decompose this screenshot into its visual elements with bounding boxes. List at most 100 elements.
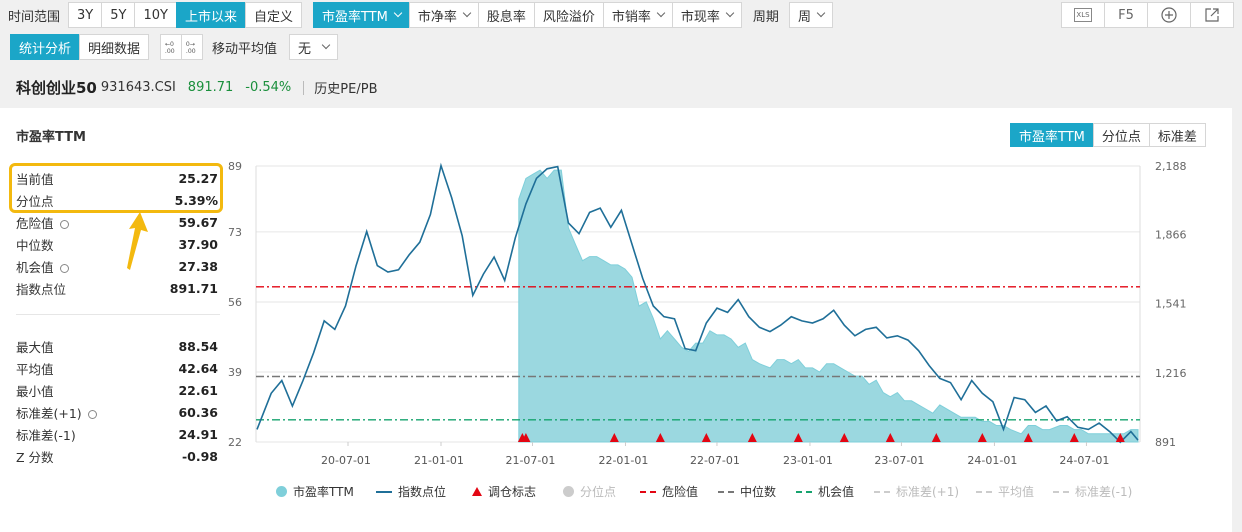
legend-pe-ttm[interactable]: 市盈率TTM [276, 483, 354, 500]
legend-rebalance[interactable]: 调仓标志 [472, 483, 536, 500]
range-since-listing-button[interactable]: 上市以来 [175, 2, 246, 28]
right-tick-label: 1,866 [1155, 229, 1187, 242]
stat-label: 当前值 [16, 171, 54, 187]
plus-circle-icon [1161, 7, 1177, 23]
stat-label: 标准差(-1) [16, 427, 76, 443]
range-5y-button[interactable]: 5Y [101, 2, 136, 28]
highlight-box [9, 163, 223, 213]
rebalance-marker [747, 433, 757, 442]
metric-dividend-button[interactable]: 股息率 [477, 2, 535, 28]
open-external-button[interactable] [1190, 2, 1234, 28]
legend-label: 分位点 [580, 485, 617, 499]
stat-median: 中位数 37.90 [16, 233, 218, 255]
chart-tab-stddev[interactable]: 标准差 [1148, 123, 1206, 147]
highlight-arrow-icon [127, 212, 148, 270]
rebalance-marker [1115, 433, 1125, 442]
stat-min: 最小值 22.61 [16, 379, 218, 401]
x-tick-label: 20-07-01 [321, 454, 371, 467]
decimal-increase-icon: ←0.00 [165, 41, 175, 55]
metric-ps-dropdown[interactable]: 市销率 [602, 2, 673, 28]
index-price: 891.71 [187, 80, 234, 95]
pe-chart[interactable]: 89 73 56 39 22 2,188 1,866 1,541 1,216 891 20-07-0… [0, 108, 1232, 478]
triangle-icon [472, 487, 482, 496]
legend-label: 标准差(-1) [1075, 485, 1133, 499]
rebalance-marker [1069, 433, 1079, 442]
legend-line-icon [376, 490, 392, 493]
chevron-down-icon [725, 8, 735, 18]
period-value: 周 [797, 9, 811, 25]
stat-label: 危险值 [16, 215, 54, 231]
stat-std-minus: 标准差(-1) 24.91 [16, 423, 218, 445]
svg-text:.00: .00 [186, 48, 196, 55]
toolbar-row-1: 时间范围 3Y 5Y 10Y 上市以来 自定义 市盈率TTM 市净率 股息率 风… [0, 2, 833, 28]
legend-label: 危险值 [662, 485, 699, 499]
decimal-increase-button[interactable]: ←0.00 [160, 34, 183, 60]
metric-pcf-label: 市现率 [680, 9, 720, 25]
legend-dot-icon [563, 486, 574, 497]
chevron-down-icon [393, 8, 403, 18]
x-tick-label: 21-01-01 [414, 454, 464, 467]
legend-opportunity[interactable]: 机会值 [796, 483, 854, 500]
tab-stats-analysis[interactable]: 统计分析 [10, 34, 81, 60]
add-button[interactable] [1147, 2, 1191, 28]
rebalance-marker [885, 433, 895, 442]
rebalance-marker [521, 433, 531, 442]
metric-pb-dropdown[interactable]: 市净率 [408, 2, 479, 28]
legend-dot-icon [276, 486, 287, 497]
decimal-decrease-button[interactable]: 0→ .00 [181, 34, 204, 60]
range-10y-button[interactable]: 10Y [134, 2, 177, 28]
xls-icon: XLS [1074, 8, 1092, 22]
range-custom-button[interactable]: 自定义 [244, 2, 302, 28]
legend-std-minus[interactable]: 标准差(-1) [1053, 483, 1132, 500]
legend-danger[interactable]: 危险值 [640, 483, 698, 500]
decimal-decrease-icon: 0→.00 [186, 41, 196, 55]
left-tick-label: 73 [228, 226, 242, 239]
legend-label: 市盈率TTM [293, 485, 354, 499]
ma-dropdown[interactable]: 无 [289, 34, 339, 60]
period-dropdown[interactable]: 周 [788, 2, 833, 28]
range-3y-button[interactable]: 3Y [68, 2, 103, 28]
stat-value: 25.27 [178, 170, 218, 186]
stat-value: -0.98 [181, 448, 218, 464]
stat-value: 22.61 [178, 382, 218, 398]
gear-icon[interactable] [87, 409, 97, 419]
stat-value: 42.64 [178, 360, 218, 376]
chart-tab-pe-ttm[interactable]: 市盈率TTM [1010, 123, 1094, 147]
right-tick-label: 891 [1155, 436, 1176, 449]
svg-text:.00: .00 [165, 48, 175, 55]
legend-label: 调仓标志 [488, 485, 537, 499]
legend-line-icon [874, 490, 890, 493]
right-tick-label: 1,216 [1155, 367, 1187, 380]
gear-icon[interactable] [59, 263, 69, 273]
legend-index-point[interactable]: 指数点位 [376, 483, 446, 500]
period-label: 周期 [752, 9, 779, 25]
legend-line-icon [640, 490, 656, 493]
metric-pcf-dropdown[interactable]: 市现率 [671, 2, 742, 28]
stat-opportunity: 机会值 27.38 [16, 255, 218, 277]
legend-label: 机会值 [818, 485, 855, 499]
stat-index-point: 指数点位 891.71 [16, 277, 218, 299]
rebalance-marker [655, 433, 665, 442]
gear-icon[interactable] [59, 219, 69, 229]
rebalance-marker [977, 433, 987, 442]
index-point-line [256, 162, 1139, 444]
divider [303, 80, 305, 95]
history-pe-pb-link[interactable]: 历史PE/PB [314, 82, 378, 97]
chevron-down-icon [321, 40, 331, 50]
stat-danger: 危险值 59.67 [16, 211, 218, 233]
metric-risk-premium-button[interactable]: 风险溢价 [533, 2, 604, 28]
rebalance-marker [931, 433, 941, 442]
metric-pb-label: 市净率 [417, 9, 457, 25]
legend-median[interactable]: 中位数 [718, 483, 776, 500]
metric-pe-ttm-dropdown[interactable]: 市盈率TTM [312, 2, 410, 28]
index-header: 科创创业50 931643.CSI 891.71 -0.54% 历史PE/PB [16, 77, 378, 98]
tab-detail-data[interactable]: 明细数据 [79, 34, 150, 60]
legend-mean[interactable]: 平均值 [976, 483, 1034, 500]
legend-std-plus[interactable]: 标准差(+1) [874, 483, 959, 500]
f5-refresh-button[interactable]: F5 [1104, 2, 1148, 28]
x-tick-label: 23-07-01 [874, 454, 924, 467]
legend-percentile[interactable]: 分位点 [563, 483, 616, 500]
export-xls-button[interactable]: XLS [1061, 2, 1105, 28]
stat-label: 指数点位 [16, 281, 67, 297]
range-label: 时间范围 [8, 9, 61, 25]
